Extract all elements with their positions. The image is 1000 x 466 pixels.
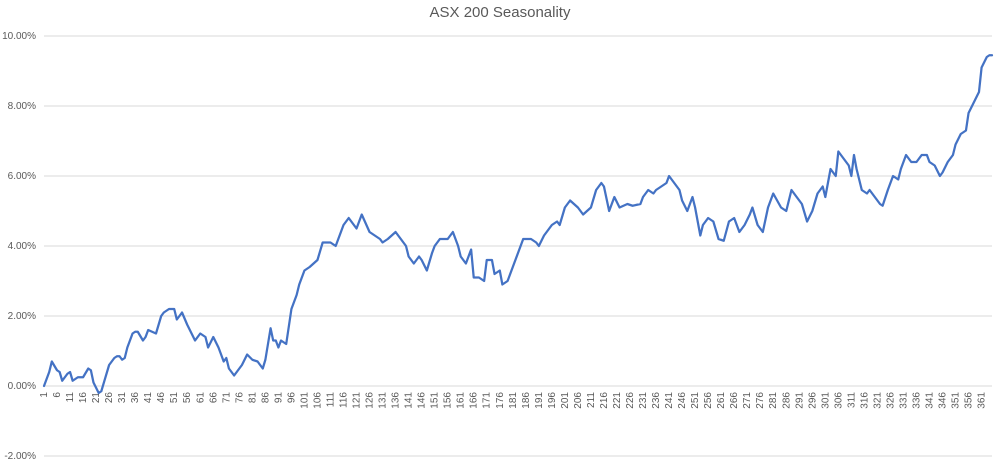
x-tick-label: 171	[482, 392, 493, 409]
x-tick-label: 281	[768, 392, 779, 409]
x-tick-label: 216	[599, 392, 610, 409]
x-tick-label: 271	[742, 392, 753, 409]
x-tick-label: 131	[378, 392, 389, 409]
x-tick-label: 56	[182, 392, 193, 404]
x-tick-label: 236	[651, 392, 662, 409]
y-tick-label: -2.00%	[4, 451, 36, 462]
x-tick-label: 1	[39, 392, 50, 398]
x-tick-label: 356	[964, 392, 975, 409]
x-tick-label: 151	[430, 392, 441, 409]
x-tick-label: 146	[417, 392, 428, 409]
chart-title: ASX 200 Seasonality	[429, 4, 571, 21]
x-tick-label: 21	[91, 392, 102, 404]
x-tick-label: 156	[443, 392, 454, 409]
x-tick-label: 241	[664, 392, 675, 409]
x-tick-label: 11	[65, 392, 76, 403]
x-tick-label: 211	[586, 392, 597, 408]
x-tick-label: 116	[339, 392, 350, 408]
x-tick-label: 231	[638, 392, 649, 409]
x-tick-label: 346	[938, 392, 949, 409]
x-tick-label: 136	[391, 392, 402, 409]
x-tick-label: 141	[404, 392, 415, 409]
x-tick-label: 196	[547, 392, 558, 409]
x-tick-label: 321	[872, 392, 883, 409]
x-tick-label: 251	[690, 392, 701, 409]
x-tick-label: 341	[924, 392, 935, 409]
y-tick-label: 8.00%	[8, 101, 36, 112]
x-tick-label: 31	[117, 392, 128, 404]
x-tick-label: 351	[951, 392, 962, 409]
x-tick-label: 101	[299, 392, 310, 409]
x-tick-label: 76	[234, 392, 245, 404]
x-tick-label: 276	[755, 392, 766, 409]
x-tick-label: 6	[52, 392, 63, 398]
x-tick-label: 286	[781, 392, 792, 409]
x-tick-label: 261	[716, 392, 727, 409]
x-tick-label: 96	[286, 392, 297, 404]
x-tick-label: 186	[521, 392, 532, 409]
x-tick-label: 106	[312, 392, 323, 409]
x-tick-label: 166	[469, 392, 480, 409]
x-tick-label: 336	[911, 392, 922, 409]
x-tick-label: 221	[612, 392, 623, 409]
x-tick-label: 331	[898, 392, 909, 409]
x-tick-label: 191	[534, 392, 545, 409]
y-tick-label: 6.00%	[8, 171, 36, 182]
x-tick-label: 61	[195, 392, 206, 404]
x-tick-label: 201	[560, 392, 571, 409]
x-tick-label: 181	[508, 392, 519, 409]
y-tick-label: 2.00%	[8, 311, 36, 322]
x-tick-label: 311	[846, 392, 857, 408]
x-tick-label: 91	[273, 392, 284, 404]
x-tick-label: 306	[833, 392, 844, 409]
y-tick-label: 4.00%	[8, 241, 36, 252]
x-tick-label: 66	[208, 392, 219, 404]
x-tick-label: 16	[78, 392, 89, 404]
x-tick-label: 361	[977, 392, 988, 409]
x-tick-label: 326	[885, 392, 896, 409]
x-tick-label: 246	[677, 392, 688, 409]
x-tick-label: 86	[260, 392, 271, 404]
x-tick-label: 71	[221, 392, 232, 404]
x-tick-label: 316	[859, 392, 870, 409]
x-tick-label: 161	[456, 392, 467, 409]
x-tick-label: 46	[156, 392, 167, 404]
x-tick-label: 226	[625, 392, 636, 409]
y-tick-label: 10.00%	[2, 31, 36, 42]
x-tick-label: 26	[104, 392, 115, 404]
x-tick-label: 266	[729, 392, 740, 409]
x-tick-label: 291	[794, 392, 805, 409]
x-tick-label: 121	[352, 392, 363, 409]
x-tick-label: 51	[169, 392, 180, 404]
series-line	[42, 54, 994, 395]
x-tick-label: 206	[573, 392, 584, 409]
y-tick-label: 0.00%	[8, 381, 36, 392]
x-tick-label: 41	[143, 392, 154, 404]
x-tick-label: 176	[495, 392, 506, 409]
x-tick-label: 111	[325, 392, 336, 408]
x-tick-label: 301	[820, 392, 831, 409]
x-tick-label: 126	[365, 392, 376, 409]
x-tick-label: 256	[703, 392, 714, 409]
x-tick-label: 81	[247, 392, 258, 404]
x-tick-label: 36	[130, 392, 141, 404]
x-tick-label: 296	[807, 392, 818, 409]
